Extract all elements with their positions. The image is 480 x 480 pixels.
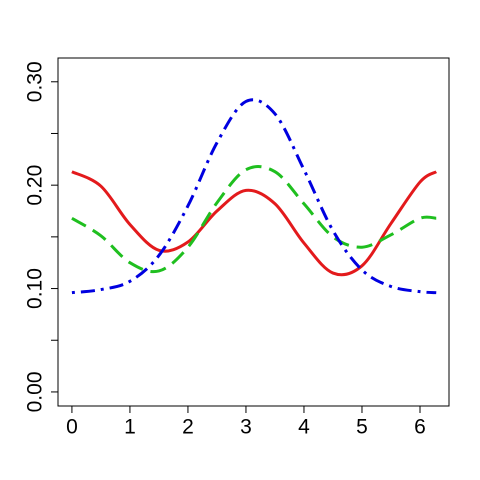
y-tick-label: 0.00 bbox=[24, 372, 47, 413]
x-tick-label: 4 bbox=[298, 416, 310, 439]
y-tick-label: 0.10 bbox=[24, 268, 47, 309]
line-series bbox=[71, 170, 438, 277]
x-tick-label: 5 bbox=[356, 416, 368, 439]
x-tick-label: 1 bbox=[124, 416, 136, 439]
plot-frame bbox=[57, 57, 450, 407]
x-tick-label: 3 bbox=[240, 416, 252, 439]
x-tick-label: 6 bbox=[414, 416, 426, 439]
x-tick-label: 0 bbox=[66, 416, 78, 439]
y-tick-label: 0.30 bbox=[24, 61, 47, 102]
line-series bbox=[71, 98, 437, 295]
x-tick-label: 2 bbox=[182, 416, 194, 439]
line-series bbox=[71, 165, 437, 274]
y-tick-label: 0.20 bbox=[24, 165, 47, 206]
